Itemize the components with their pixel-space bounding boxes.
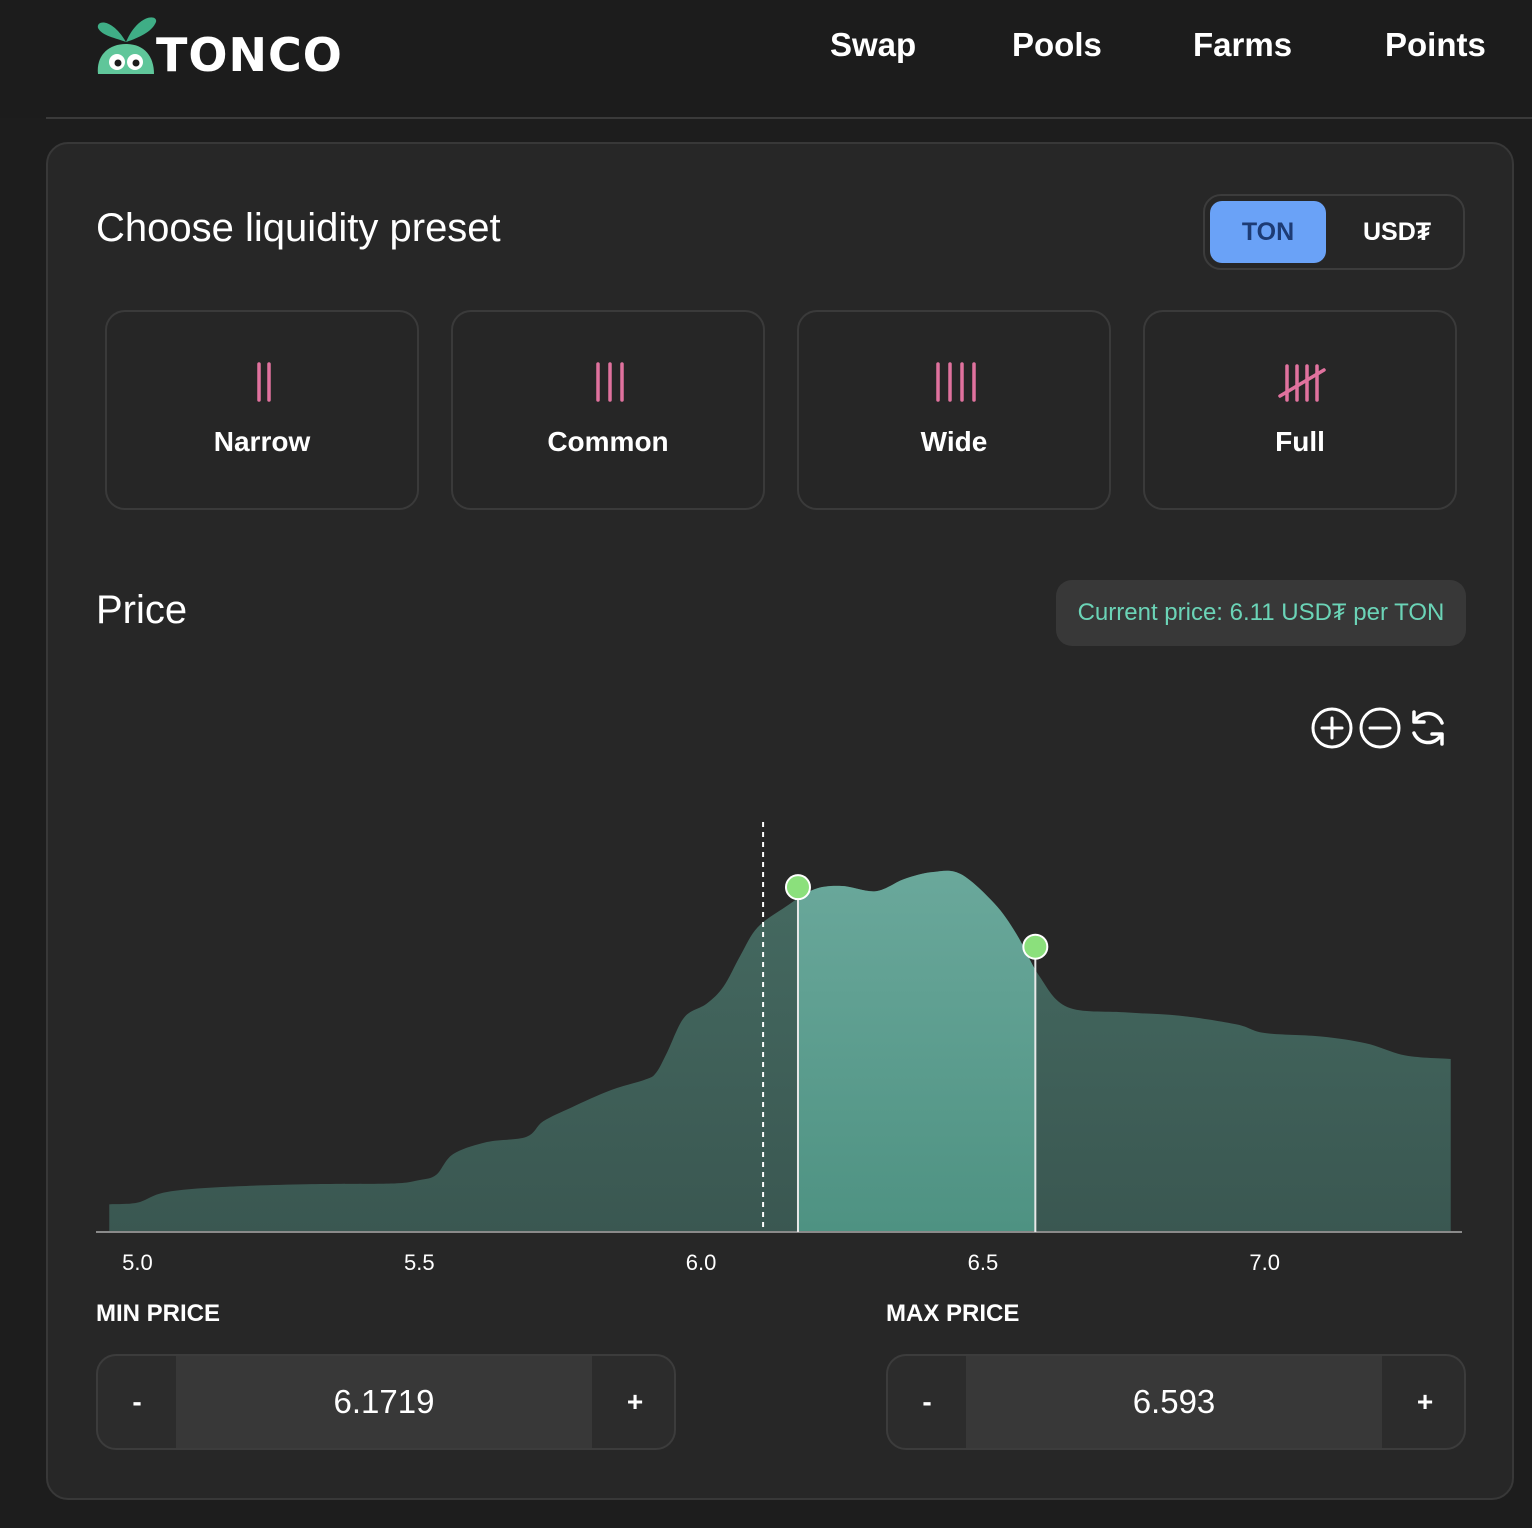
min-range-handle[interactable] xyxy=(784,874,811,901)
tonco-logo[interactable]: TONCO xyxy=(92,12,342,84)
max-price-input[interactable] xyxy=(966,1356,1382,1448)
nav-swap[interactable]: Swap xyxy=(830,26,917,63)
preset-narrow[interactable]: Narrow xyxy=(105,310,419,510)
min-price-stepper: - + xyxy=(96,1354,676,1450)
preset-common[interactable]: Common xyxy=(451,310,765,510)
preset-common-label: Common xyxy=(547,426,669,457)
preset-full-label: Full xyxy=(1275,426,1325,457)
toggle-usdt-button[interactable]: USD₮ xyxy=(1362,217,1432,246)
preset-narrow-label: Narrow xyxy=(213,426,311,457)
min-price-increment-button[interactable]: + xyxy=(626,1386,644,1417)
x-tick-label: 5.0 xyxy=(122,1250,153,1275)
preset-section-title: Choose liquidity preset xyxy=(96,206,501,250)
min-price-input[interactable] xyxy=(176,1356,592,1448)
preset-wide-label: Wide xyxy=(920,426,988,457)
liquidity-area xyxy=(109,870,1451,1232)
max-price-label: MAX PRICE xyxy=(886,1300,1020,1327)
liquidity-card: Choose liquidity preset TON USD₮ Narrow … xyxy=(46,142,1514,1500)
four-bars-icon xyxy=(936,362,976,402)
sprout-icon xyxy=(97,17,157,74)
max-range-handle[interactable] xyxy=(1022,933,1049,960)
three-bars-icon xyxy=(596,362,624,402)
two-bars-icon xyxy=(257,362,271,402)
x-tick-label: 5.5 xyxy=(404,1250,435,1275)
logo-text: TONCO xyxy=(156,28,343,82)
min-price-decrement-button[interactable]: - xyxy=(132,1386,142,1417)
token-toggle: TON USD₮ xyxy=(1203,194,1465,270)
min-price-label: MIN PRICE xyxy=(96,1300,221,1327)
nav-farms[interactable]: Farms xyxy=(1193,26,1293,63)
max-price-increment-button[interactable]: + xyxy=(1416,1386,1434,1417)
zoom-out-icon[interactable] xyxy=(1358,706,1402,750)
chart-zoom-controls xyxy=(1310,706,1450,752)
preset-full[interactable]: Full xyxy=(1143,310,1457,510)
top-header: TONCO Swap Pools Farms Points xyxy=(0,0,1532,118)
tally-five-icon xyxy=(1278,364,1326,402)
zoom-in-icon[interactable] xyxy=(1310,706,1354,750)
selected-range-area xyxy=(797,870,1036,1232)
max-price-decrement-button[interactable]: - xyxy=(922,1386,932,1417)
preset-wide[interactable]: Wide xyxy=(797,310,1111,510)
x-tick-label: 6.5 xyxy=(968,1250,999,1275)
toggle-ton-button[interactable]: TON xyxy=(1210,201,1326,263)
x-axis-ticks: 5.0 5.5 6.0 6.5 7.0 xyxy=(122,1250,1280,1275)
price-section-title: Price xyxy=(96,588,188,632)
main-nav: Swap Pools Farms Points xyxy=(0,26,1532,70)
max-price-stepper: - + xyxy=(886,1354,1466,1450)
nav-pools[interactable]: Pools xyxy=(1012,26,1102,63)
current-price-badge: Current price: 6.11 USD₮ per TON xyxy=(1056,580,1466,646)
header-divider xyxy=(46,117,1532,119)
x-tick-label: 7.0 xyxy=(1249,1250,1280,1275)
x-tick-label: 6.0 xyxy=(686,1250,717,1275)
refresh-icon[interactable] xyxy=(1406,706,1450,750)
nav-points[interactable]: Points xyxy=(1385,26,1486,63)
